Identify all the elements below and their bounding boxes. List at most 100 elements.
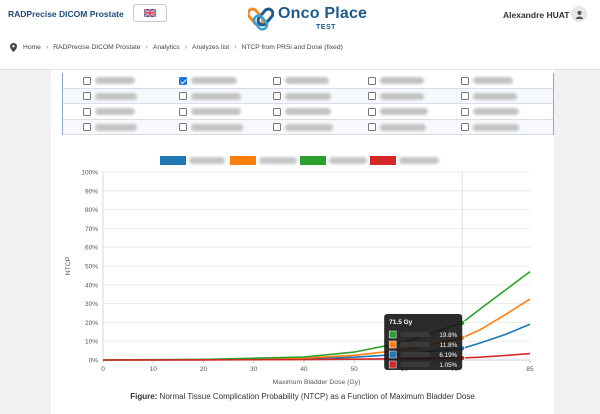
x-tick-label: 30	[250, 366, 258, 373]
breadcrumb-current: NTCP from PRSi and Dose (fixed)	[241, 43, 343, 51]
tooltip-title: 71.5 Gy	[389, 319, 413, 326]
x-tick-label: 50	[351, 366, 359, 373]
x-tick-label: 85	[526, 366, 534, 373]
row-checkbox[interactable]	[83, 107, 91, 116]
legend-swatch	[300, 156, 326, 165]
row-checkbox[interactable]	[368, 123, 376, 131]
figure-caption: Figure: Normal Tissue Complication Proba…	[51, 392, 554, 401]
ntcp-line-chart: 0% 10% 20% 30% 40% 50% 60% 70% 80% 90% 100% 0 10 20 30…	[65, 170, 534, 387]
table-cell	[179, 89, 241, 104]
legend-swatch	[230, 156, 256, 165]
row-checkbox[interactable]	[461, 92, 469, 100]
redacted-cell-text	[380, 108, 428, 115]
redacted-cell-text	[191, 77, 237, 84]
tooltip-label-redacted	[400, 342, 431, 347]
series-line	[102, 323, 531, 361]
caption-text: Normal Tissue Complication Probability (…	[159, 392, 475, 401]
redacted-cell-text	[473, 92, 517, 100]
tooltip-swatch	[388, 340, 397, 349]
redacted-cell-text	[380, 92, 424, 100]
language-button[interactable]	[133, 4, 167, 22]
y-tick-label: 0%	[89, 358, 99, 365]
breadcrumb-analyzes-list[interactable]: Analyzes list	[191, 43, 230, 51]
table-cell	[368, 73, 424, 88]
user-avatar[interactable]	[571, 6, 587, 22]
tooltip-swatch	[388, 330, 397, 339]
y-axis-label: NTCP	[65, 256, 72, 275]
row-checkbox[interactable]	[273, 92, 281, 100]
row-checkbox[interactable]	[461, 76, 469, 85]
row-checkbox[interactable]	[273, 123, 281, 131]
user-name[interactable]: Alexandre HUAT	[503, 10, 570, 20]
row-checkbox[interactable]	[273, 76, 281, 85]
tooltip-value: 6.19%	[439, 352, 457, 359]
table-cell	[368, 89, 424, 104]
tooltip-value: 19.8%	[439, 332, 457, 339]
logo-mark-icon	[248, 7, 274, 31]
row-checkbox[interactable]	[179, 76, 187, 85]
row-checkbox[interactable]	[368, 92, 376, 100]
y-tick-label: 100%	[81, 170, 98, 177]
row-checkbox[interactable]	[83, 123, 91, 131]
y-tick-label: 50%	[85, 264, 98, 271]
table-row	[63, 119, 553, 135]
redacted-cell-text	[191, 108, 241, 115]
tooltip-value: 1.05%	[439, 362, 457, 369]
redacted-cell-text	[473, 108, 519, 115]
row-checkbox[interactable]	[83, 76, 91, 85]
table-row	[63, 88, 553, 104]
user-icon	[575, 10, 583, 19]
row-checkbox[interactable]	[461, 123, 469, 131]
onco-place-logo[interactable]: Onco Place TEST	[248, 4, 367, 36]
caption-label: Figure:	[130, 392, 158, 401]
redacted-cell-text	[95, 92, 137, 100]
table-cell	[83, 73, 135, 88]
breadcrumb-home[interactable]: Home	[23, 43, 41, 51]
row-checkbox[interactable]	[273, 107, 281, 116]
redacted-cell-text	[191, 123, 243, 131]
table-cell	[83, 89, 137, 104]
tooltip-swatch	[388, 350, 397, 359]
table-cell	[83, 120, 137, 135]
legend-label-redacted	[259, 157, 297, 164]
redacted-cell-text	[285, 108, 331, 115]
logo-subtitle: TEST	[316, 24, 336, 31]
row-checkbox[interactable]	[368, 76, 376, 85]
table-cell	[368, 104, 428, 119]
y-tick-label: 80%	[85, 207, 98, 214]
table-cell	[273, 120, 333, 135]
location-pin-icon	[10, 42, 17, 52]
y-tick-label: 60%	[85, 245, 98, 252]
row-checkbox[interactable]	[179, 123, 187, 131]
breadcrumb: Home › RADPrecise DICOM Prostate › Analy…	[10, 41, 343, 53]
legend-label-redacted	[329, 157, 367, 164]
y-tick-label: 90%	[85, 188, 98, 195]
legend-swatch	[370, 156, 396, 165]
x-axis-label: Maximum Bladder Dose (Gy)	[273, 379, 361, 386]
row-checkbox[interactable]	[179, 92, 187, 100]
selection-table	[62, 73, 554, 135]
row-checkbox[interactable]	[461, 107, 469, 116]
table-cell	[461, 120, 519, 135]
chevron-right-icon: ›	[45, 43, 49, 51]
row-checkbox[interactable]	[179, 107, 187, 116]
legend-label-redacted	[399, 157, 439, 164]
legend-label-redacted	[189, 157, 225, 164]
tooltip-label-redacted	[400, 352, 431, 357]
row-checkbox[interactable]	[83, 92, 91, 100]
breadcrumb-analytics[interactable]: Analytics	[152, 43, 180, 51]
app-name-link[interactable]: RADPrecise DICOM Prostate	[8, 9, 124, 19]
row-checkbox[interactable]	[368, 107, 376, 116]
redacted-cell-text	[473, 123, 519, 131]
logo-title: Onco Place	[278, 5, 368, 22]
y-tick-label: 70%	[85, 226, 98, 233]
redacted-cell-text	[285, 123, 333, 131]
chevron-right-icon: ›	[234, 43, 237, 51]
redacted-cell-text	[285, 77, 329, 84]
redacted-cell-text	[95, 108, 135, 115]
chevron-right-icon: ›	[145, 43, 148, 51]
redacted-cell-text	[380, 77, 424, 84]
redacted-cell-text	[191, 92, 241, 100]
breadcrumb-app[interactable]: RADPrecise DICOM Prostate	[53, 43, 141, 51]
top-header: RADPrecise DICOM Prostate Onco Place TES…	[0, 0, 600, 70]
